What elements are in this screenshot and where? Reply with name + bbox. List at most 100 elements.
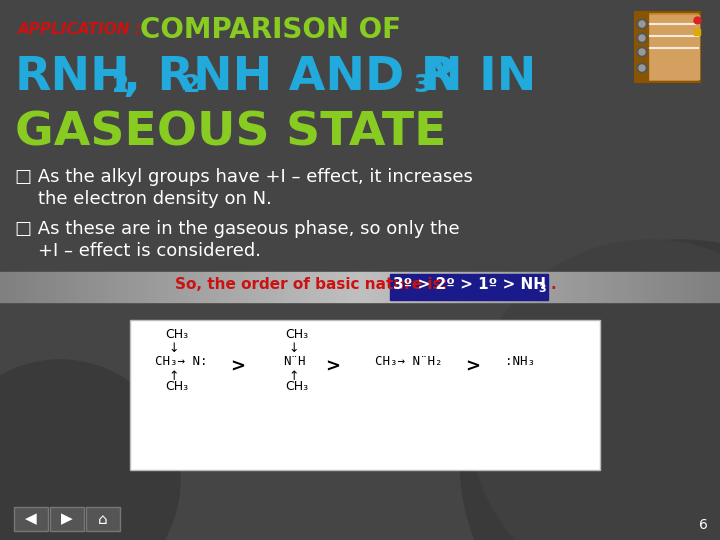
Text: NH AND R: NH AND R (193, 55, 457, 100)
Bar (353, 272, 356, 302)
Bar (140, 272, 144, 302)
Bar (432, 272, 436, 302)
Bar (407, 272, 410, 302)
Bar (390, 274, 548, 300)
Bar (630, 272, 634, 302)
Bar (612, 272, 616, 302)
Bar (324, 272, 328, 302)
Bar (547, 272, 551, 302)
Bar (238, 272, 241, 302)
Bar (176, 272, 180, 302)
FancyBboxPatch shape (635, 12, 700, 82)
Text: ↓: ↓ (168, 342, 179, 355)
Bar (148, 272, 151, 302)
Bar (11, 272, 14, 302)
Circle shape (639, 49, 645, 55)
Bar (220, 272, 223, 302)
Bar (277, 272, 281, 302)
Bar (25, 272, 29, 302)
Bar (18, 272, 22, 302)
Bar (65, 272, 68, 302)
Bar (40, 272, 43, 302)
Bar (425, 272, 428, 302)
Bar (659, 272, 662, 302)
Bar (115, 272, 119, 302)
Bar (50, 272, 54, 302)
Bar (317, 272, 320, 302)
Bar (274, 272, 277, 302)
Bar (299, 272, 302, 302)
Text: 2: 2 (112, 73, 130, 97)
Text: N̈H: N̈H (283, 355, 305, 368)
Bar (644, 272, 648, 302)
Bar (259, 272, 263, 302)
Bar (328, 272, 331, 302)
Text: 6: 6 (699, 518, 708, 532)
Bar (76, 272, 79, 302)
Bar (36, 272, 40, 302)
Text: 3: 3 (413, 73, 431, 97)
Bar (652, 272, 655, 302)
FancyBboxPatch shape (14, 507, 48, 531)
Text: ↓: ↓ (288, 342, 299, 355)
Bar (252, 272, 256, 302)
Bar (47, 272, 50, 302)
Bar (691, 272, 695, 302)
Bar (670, 272, 673, 302)
Bar (475, 272, 479, 302)
Bar (684, 272, 688, 302)
Bar (410, 272, 414, 302)
Bar (636, 13, 648, 81)
Bar (166, 272, 169, 302)
Text: So, the order of basic nature is:: So, the order of basic nature is: (175, 277, 453, 292)
Text: 3º > 2º > 1º > NH: 3º > 2º > 1º > NH (393, 277, 546, 292)
Text: ↑: ↑ (168, 370, 179, 383)
Bar (266, 272, 270, 302)
Circle shape (639, 65, 645, 71)
Bar (216, 272, 220, 302)
Bar (436, 272, 439, 302)
Bar (551, 272, 554, 302)
Bar (662, 272, 666, 302)
Bar (536, 272, 540, 302)
Bar (508, 272, 511, 302)
Bar (418, 272, 421, 302)
Bar (464, 272, 468, 302)
Bar (245, 272, 248, 302)
Text: ▶: ▶ (61, 511, 73, 526)
Bar (292, 272, 295, 302)
Bar (223, 272, 227, 302)
Bar (706, 272, 709, 302)
Bar (29, 272, 32, 302)
Circle shape (637, 63, 647, 73)
Bar (310, 272, 313, 302)
Bar (634, 272, 637, 302)
Text: COMPARISON OF: COMPARISON OF (140, 16, 401, 44)
Bar (367, 272, 371, 302)
Text: CH₃→ N:: CH₃→ N: (155, 355, 207, 368)
Bar (454, 272, 457, 302)
Text: ↑: ↑ (288, 370, 299, 383)
Bar (371, 272, 374, 302)
Bar (101, 272, 104, 302)
Bar (86, 272, 90, 302)
Bar (126, 272, 130, 302)
Bar (428, 272, 432, 302)
Bar (230, 272, 234, 302)
Bar (338, 272, 342, 302)
Bar (569, 272, 572, 302)
Bar (688, 272, 691, 302)
Bar (360, 272, 364, 302)
Bar (320, 272, 324, 302)
Bar (403, 272, 407, 302)
Bar (490, 272, 493, 302)
Text: RNH: RNH (15, 55, 131, 100)
Bar (641, 272, 644, 302)
Bar (598, 272, 601, 302)
Bar (558, 272, 562, 302)
Text: APPLICATION :: APPLICATION : (18, 22, 148, 37)
Bar (392, 272, 396, 302)
Bar (209, 272, 212, 302)
Bar (194, 272, 198, 302)
Bar (61, 272, 65, 302)
